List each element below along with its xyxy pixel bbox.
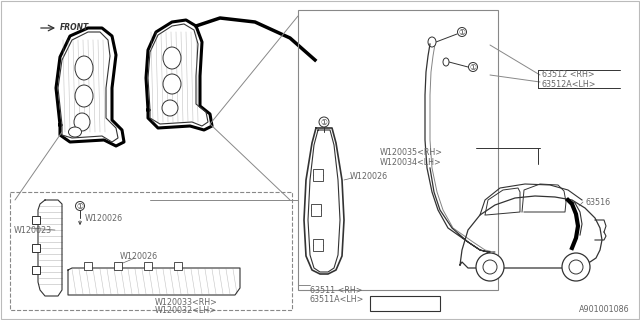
Text: 63516: 63516 [585, 198, 610, 207]
Bar [298, 10, 498, 290]
Ellipse shape [163, 74, 181, 94]
Text: 63562A: 63562A [386, 300, 424, 309]
Text: A901001086: A901001086 [579, 305, 630, 314]
Circle shape [483, 260, 497, 274]
Ellipse shape [162, 100, 178, 116]
Circle shape [476, 253, 504, 281]
Text: W120033<RH>: W120033<RH> [155, 298, 218, 307]
Bar [114, 262, 122, 270]
Text: W120032<LH>: W120032<LH> [155, 306, 217, 315]
Text: 63511 <RH>: 63511 <RH> [310, 286, 362, 295]
Bar [313, 239, 323, 251]
Ellipse shape [75, 85, 93, 107]
Bar [370, 296, 440, 311]
Text: 63512 <RH>: 63512 <RH> [542, 70, 595, 79]
Circle shape [468, 62, 477, 71]
Bar [313, 169, 323, 181]
Ellipse shape [163, 47, 181, 69]
Bar [32, 266, 40, 274]
Circle shape [458, 28, 467, 36]
Bar [144, 262, 152, 270]
Bar [174, 262, 182, 270]
Bar [84, 262, 92, 270]
Text: FRONT: FRONT [60, 23, 89, 32]
Ellipse shape [75, 56, 93, 80]
Ellipse shape [428, 37, 436, 47]
Circle shape [569, 260, 583, 274]
Text: W120035<RH>: W120035<RH> [380, 148, 443, 157]
Text: 63511A<LH>: 63511A<LH> [310, 295, 364, 304]
Text: ①: ① [459, 28, 465, 37]
Text: W120023: W120023 [14, 226, 52, 235]
Text: ①: ① [374, 299, 381, 308]
Text: ①: ① [77, 202, 83, 211]
Circle shape [562, 253, 590, 281]
Text: ①: ① [470, 63, 476, 72]
Text: W120026: W120026 [120, 252, 158, 261]
FancyArrowPatch shape [79, 221, 81, 224]
Bar [10, 192, 292, 310]
Text: W120026: W120026 [350, 172, 388, 181]
Text: 63512A<LH>: 63512A<LH> [542, 80, 596, 89]
Text: ①: ① [321, 118, 328, 127]
Bar [32, 216, 40, 224]
Circle shape [374, 299, 383, 308]
Bar [32, 244, 40, 252]
Text: W120026: W120026 [85, 214, 123, 223]
Circle shape [76, 202, 84, 211]
Ellipse shape [74, 113, 90, 131]
Ellipse shape [68, 127, 81, 137]
Circle shape [319, 117, 329, 127]
Ellipse shape [443, 58, 449, 66]
Bar [311, 204, 321, 216]
Text: W120034<LH>: W120034<LH> [380, 158, 442, 167]
